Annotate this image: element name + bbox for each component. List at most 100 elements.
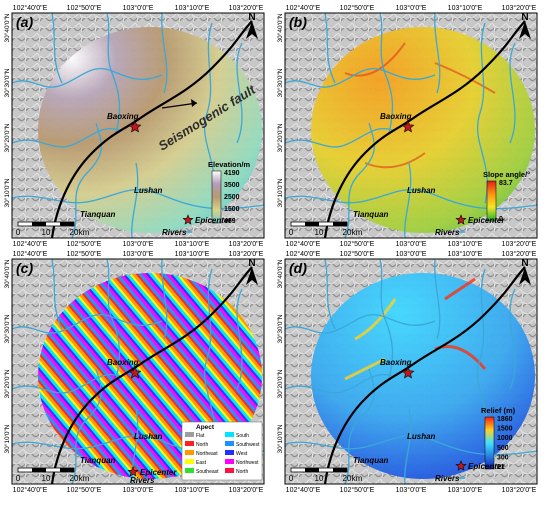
scale-label: 0 (16, 228, 21, 237)
top-tick-label: 103°20'0"E (502, 4, 537, 12)
top-tick-label: 102°50'0"E (340, 4, 375, 12)
river-line (161, 258, 168, 340)
river-line (11, 128, 123, 148)
legend-value: 500 (497, 445, 509, 452)
place-label: Baoxing (380, 112, 412, 121)
place-label: Lushan (407, 432, 436, 441)
top-tick-label: 103°10'0"E (448, 4, 483, 12)
river-line (324, 12, 336, 84)
aspect-class-label: Northeast (196, 451, 218, 457)
scale-label: km (352, 474, 363, 483)
place-label: Tianquan (80, 456, 116, 465)
legend-color-ramp (211, 170, 222, 224)
legend-value: 2500 (224, 194, 240, 201)
river-line (71, 122, 102, 239)
legend-value: 1860 (497, 416, 513, 423)
river-line (344, 368, 375, 485)
aspect-class-label: Southeast (196, 469, 219, 475)
bottom-tick-label: 103°20'0"E (502, 486, 537, 494)
place-label: Tianquan (353, 456, 389, 465)
river-line (106, 258, 121, 380)
legend-color-ramp (486, 180, 497, 222)
legend-title: Elevation/m (208, 160, 250, 169)
river-line (203, 268, 216, 450)
scale-label: 20 (343, 228, 352, 237)
river-line (11, 68, 163, 88)
left-tick-label: 30°10'0"N (3, 178, 11, 207)
legend-title: Relief (m) (481, 406, 516, 415)
scale-label: 10 (42, 474, 51, 483)
left-tick-label: 30°40'0"N (276, 259, 284, 288)
study-area-raster (311, 273, 535, 479)
aspect-swatch (185, 450, 194, 455)
left-tick-label: 30°10'0"N (276, 424, 284, 453)
rivers-label: Rivers (435, 228, 460, 237)
aspect-swatch (225, 450, 234, 455)
aspect-swatch (185, 441, 194, 446)
top-tick-label: 102°50'0"E (340, 250, 375, 258)
left-tick-label: 30°20'0"N (276, 369, 284, 398)
left-tick-label: 30°10'0"N (3, 424, 11, 453)
relief-ridge (344, 357, 386, 381)
river-line (509, 42, 516, 144)
top-tick-label: 103°20'0"E (229, 4, 264, 12)
scale-bar-segment (305, 222, 319, 226)
epicenter-icon (182, 214, 194, 225)
scale-label: km (352, 228, 363, 237)
river-line (404, 408, 412, 485)
top-tick-label: 103°0'0"E (123, 4, 154, 12)
bottom-tick-label: 102°40'0"E (286, 486, 321, 494)
north-label: N (521, 12, 528, 23)
river-line (434, 258, 441, 340)
river-line (379, 12, 394, 134)
legend-value: 83.7 (499, 180, 513, 187)
bottom-tick-label: 102°50'0"E (67, 486, 102, 494)
river-line (11, 314, 163, 334)
legend-value: 4190 (224, 170, 240, 177)
bottom-tick-label: 102°50'0"E (67, 240, 102, 248)
place-label: Baoxing (107, 358, 139, 367)
left-tick-label: 30°30'0"N (276, 314, 284, 343)
rivers-label: Rivers (435, 474, 460, 483)
river-line (404, 162, 412, 239)
river-line (131, 162, 139, 239)
scale-bar-segment (305, 468, 319, 472)
epicenter-icon (455, 214, 467, 225)
left-tick-label: 30°20'0"N (3, 123, 11, 152)
scale-label: km (79, 474, 90, 483)
fault-line (50, 266, 253, 485)
legend-value: 1500 (224, 206, 240, 213)
rivers-label: Rivers (130, 476, 155, 485)
bottom-tick-label: 103°10'0"E (175, 486, 210, 494)
bottom-tick-label: 103°10'0"E (448, 486, 483, 494)
panel-label: (b) (289, 14, 307, 30)
steep-slope-band (364, 152, 426, 169)
river-line (284, 314, 436, 334)
place-label: Tianquan (80, 210, 116, 219)
top-tick-label: 103°10'0"E (448, 250, 483, 258)
left-tick-label: 30°20'0"N (3, 369, 11, 398)
top-tick-label: 103°10'0"E (175, 4, 210, 12)
map-frame (284, 258, 538, 485)
legend-value: 0 (499, 216, 503, 223)
map-frame (11, 12, 265, 239)
scale-bar-segment (60, 222, 74, 226)
river-line (131, 408, 139, 485)
aspect-class-label: North (236, 469, 248, 475)
bottom-tick-label: 102°40'0"E (286, 240, 321, 248)
river-line (161, 12, 168, 94)
river-line (284, 68, 436, 88)
panel-d: 102°40'0"E 102°50'0"E 103°0'0"E 103°10'0"E 1… (276, 250, 538, 494)
steep-slope-band (344, 42, 406, 77)
study-area-raster (38, 27, 262, 233)
place-label: Tianquan (353, 210, 389, 219)
river-line (284, 374, 396, 394)
scale-label: 20 (70, 474, 79, 483)
north-label: N (248, 12, 255, 23)
scale-label: 0 (289, 228, 294, 237)
top-tick-label: 103°10'0"E (175, 250, 210, 258)
scale-label: km (79, 228, 90, 237)
fault-line (323, 266, 526, 485)
north-label: N (521, 258, 528, 269)
legend-value: 1000 (497, 435, 513, 442)
